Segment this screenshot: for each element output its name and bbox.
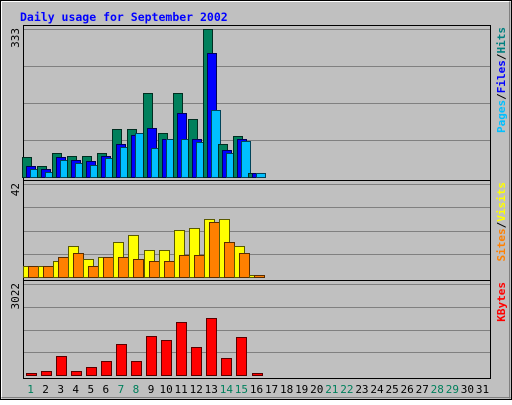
x-tick-label-day-6: 6 xyxy=(103,383,110,396)
bar-kbytes-day-2 xyxy=(41,371,52,376)
legend-item: Pages xyxy=(495,100,508,133)
x-tick-label-day-30: 30 xyxy=(461,383,474,396)
bar-sites-day-6 xyxy=(103,257,114,278)
x-tick-label-day-27: 27 xyxy=(416,383,429,396)
x-tick-label-day-9: 9 xyxy=(148,383,155,396)
x-tick-label-day-13: 13 xyxy=(205,383,218,396)
x-tick-label-day-14: 14 xyxy=(220,383,234,396)
legend-item: / xyxy=(495,221,508,228)
x-tick-label-day-4: 4 xyxy=(72,383,79,396)
bar-kbytes-day-4 xyxy=(71,371,82,376)
bar-kbytes-day-8 xyxy=(131,361,142,376)
legend-item: Sites xyxy=(495,228,508,261)
bar-kbytes-day-12 xyxy=(191,347,202,376)
bar-sites-day-11 xyxy=(179,255,190,278)
bar-kbytes-day-6 xyxy=(101,361,112,376)
bar-sites-day-10 xyxy=(164,261,175,278)
bar-sites-day-3 xyxy=(58,257,69,278)
x-tick-label-day-17: 17 xyxy=(265,383,278,396)
x-tick-label-day-15: 15 xyxy=(235,383,248,396)
bar-sites-day-4 xyxy=(73,253,84,278)
legend-visits: Sites/Visits xyxy=(495,182,508,262)
legend-item: / xyxy=(495,53,508,60)
bar-kbytes-day-7 xyxy=(116,344,127,376)
x-tick-label-day-23: 23 xyxy=(355,383,368,396)
legend-item: / xyxy=(495,93,508,100)
x-tick-label-day-28: 28 xyxy=(431,383,444,396)
x-tick-label-day-20: 20 xyxy=(310,383,323,396)
bar-kbytes-day-10 xyxy=(161,340,172,376)
x-tick-label-day-16: 16 xyxy=(250,383,263,396)
x-axis-labels: 1 2 3 4 5 6 7 8 9 10 11 12 13 14 15 16 17 18 19 20 21 22 23 24 2… xyxy=(27,383,489,396)
x-tick-label-day-21: 21 xyxy=(325,383,338,396)
bar-pages-day-15 xyxy=(241,141,251,178)
bar-sites-day-9 xyxy=(149,261,160,278)
x-tick-label-day-24: 24 xyxy=(370,383,384,396)
bar-kbytes-day-16 xyxy=(252,373,263,376)
y-max-label-hits: 333 xyxy=(9,28,22,48)
bar-kbytes-day-9 xyxy=(146,336,157,376)
x-tick-label-day-19: 19 xyxy=(295,383,308,396)
x-tick-label-day-22: 22 xyxy=(340,383,353,396)
bar-kbytes-day-13 xyxy=(206,318,217,376)
panel-visits: 42 Sites/Visits xyxy=(9,180,508,281)
bar-kbytes-day-3 xyxy=(56,356,67,376)
legend-item: KBytes xyxy=(495,282,508,322)
bar-sites-day-5 xyxy=(88,266,99,278)
bar-sites-day-14 xyxy=(224,242,235,278)
legend-hits: Pages/Files/Hits xyxy=(495,27,508,133)
bar-sites-day-16 xyxy=(254,275,265,278)
legend-item: Hits xyxy=(495,27,508,54)
legend-item: Visits xyxy=(495,182,508,222)
chart-title: Daily usage for September 2002 xyxy=(20,10,228,24)
bar-pages-day-16 xyxy=(256,173,266,178)
y-max-label-visits: 42 xyxy=(9,183,22,196)
legend-kbytes: KBytes xyxy=(495,282,508,322)
y-max-label-kbytes: 3022 xyxy=(9,283,22,310)
x-tick-label-day-11: 11 xyxy=(175,383,188,396)
x-tick-label-day-12: 12 xyxy=(190,383,203,396)
x-tick-label-day-29: 29 xyxy=(446,383,459,396)
bar-sites-day-15 xyxy=(239,253,250,278)
bar-kbytes-day-11 xyxy=(176,322,187,376)
x-tick-label-day-8: 8 xyxy=(133,383,140,396)
bar-kbytes-day-5 xyxy=(86,367,97,376)
x-tick-label-day-10: 10 xyxy=(159,383,172,396)
bar-kbytes-day-15 xyxy=(236,337,247,376)
legend-item: Files xyxy=(495,60,508,93)
x-tick-label-day-3: 3 xyxy=(57,383,64,396)
bar-sites-day-1 xyxy=(28,266,39,278)
bar-kbytes-day-1 xyxy=(26,373,37,376)
bar-sites-day-7 xyxy=(118,257,129,278)
bar-sites-day-13 xyxy=(209,222,220,278)
x-tick-label-day-5: 5 xyxy=(87,383,94,396)
x-tick-label-day-2: 2 xyxy=(42,383,49,396)
x-tick-label-day-7: 7 xyxy=(118,383,125,396)
bar-sites-day-8 xyxy=(133,259,144,278)
x-tick-label-day-31: 31 xyxy=(476,383,489,396)
panel-kbytes: 3022 KBytes xyxy=(9,280,508,379)
x-tick-label-day-26: 26 xyxy=(401,383,414,396)
x-tick-label-day-25: 25 xyxy=(385,383,398,396)
bar-sites-day-2 xyxy=(43,266,54,278)
x-tick-label-day-18: 18 xyxy=(280,383,293,396)
bar-kbytes-day-14 xyxy=(221,358,232,376)
plot-area-kbytes xyxy=(23,280,491,379)
bar-sites-day-12 xyxy=(194,255,205,278)
x-tick-label-day-1: 1 xyxy=(27,383,34,396)
